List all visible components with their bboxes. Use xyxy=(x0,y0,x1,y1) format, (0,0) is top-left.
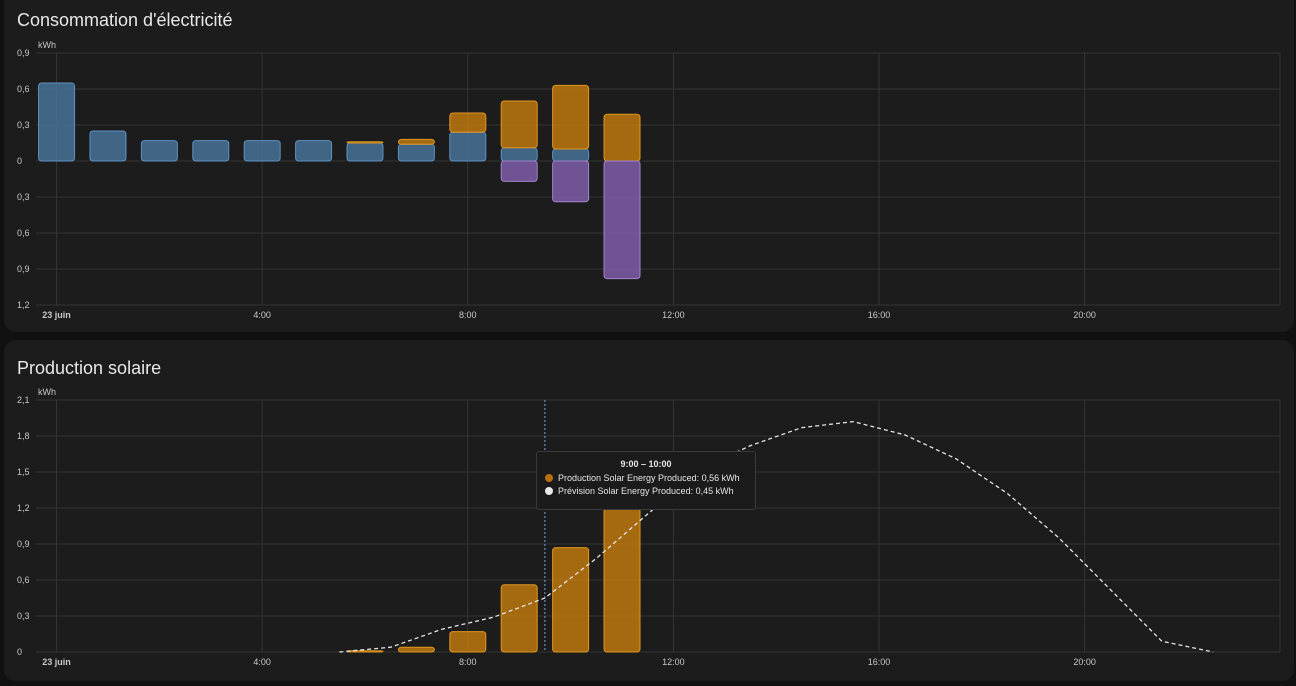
bar xyxy=(552,547,590,653)
x-tick-label: 20:00 xyxy=(1073,657,1096,667)
y-tick-label: 0,9 xyxy=(17,264,30,274)
bar xyxy=(192,140,230,162)
bar xyxy=(552,160,590,203)
tooltip-row-text: Prévision Solar Energy Produced: 0,45 kW… xyxy=(558,486,734,496)
bar xyxy=(346,650,384,653)
bar xyxy=(140,140,178,162)
bar xyxy=(449,631,487,653)
bar xyxy=(500,160,538,182)
card-title: Production solaire xyxy=(17,358,162,378)
y-tick-label: 0,6 xyxy=(17,228,30,238)
x-tick-label: 16:00 xyxy=(868,657,891,667)
y-tick-label: 0,9 xyxy=(17,539,30,549)
legend-dot-icon xyxy=(545,474,553,482)
solar-production-card: Production solaire xyxy=(4,340,1294,681)
bar xyxy=(500,584,538,653)
y-tick-label: 1,2 xyxy=(17,300,30,310)
tooltip-row: Production Solar Energy Produced: 0,56 k… xyxy=(545,473,747,483)
bar xyxy=(38,82,76,162)
chart-tooltip: 9:00 – 10:00 Production Solar Energy Pro… xyxy=(536,451,756,510)
x-tick-label: 8:00 xyxy=(459,657,477,667)
x-tick-label: 16:00 xyxy=(868,310,891,320)
y-unit-label: kWh xyxy=(38,40,56,50)
y-tick-label: 1,8 xyxy=(17,431,30,441)
y-tick-label: 0,6 xyxy=(17,84,30,94)
bar xyxy=(295,140,333,162)
x-tick-label: 4:00 xyxy=(253,657,271,667)
bar xyxy=(89,130,127,162)
forecast-line xyxy=(339,420,1214,653)
tooltip-row-text: Production Solar Energy Produced: 0,56 k… xyxy=(558,473,740,483)
x-tick-label: 12:00 xyxy=(662,310,685,320)
bar xyxy=(397,646,435,653)
y-tick-label: 2,1 xyxy=(17,395,30,405)
bar xyxy=(552,84,590,150)
bar xyxy=(603,160,641,280)
x-tick-label: 23 juin xyxy=(42,657,71,667)
x-tick-label: 4:00 xyxy=(253,310,271,320)
consumption-chart[interactable]: 0,9 0,6 0,3 0 0,3 0,6 0,9 1,2 23 juin 4:00 8:00 12:… xyxy=(0,0,1296,332)
y-tick-label: 1,5 xyxy=(17,467,30,477)
y-tick-label: 0,3 xyxy=(17,192,30,202)
legend-dot-icon xyxy=(545,487,553,495)
electricity-consumption-card: Consommation d'électricité xyxy=(4,0,1294,332)
y-tick-label: 0 xyxy=(17,647,22,657)
x-tick-label: 12:00 xyxy=(662,657,685,667)
bar xyxy=(397,138,435,145)
bar xyxy=(603,507,641,653)
bar xyxy=(500,100,538,149)
tooltip-row: Prévision Solar Energy Produced: 0,45 kW… xyxy=(545,486,747,496)
y-tick-label: 0 xyxy=(17,156,22,166)
bar xyxy=(346,141,384,144)
bar xyxy=(449,112,487,133)
bar xyxy=(243,140,281,162)
card-title: Consommation d'électricité xyxy=(17,10,233,30)
x-tick-label: 23 juin xyxy=(42,310,71,320)
y-tick-label: 0,3 xyxy=(17,611,30,621)
y-tick-label: 0,9 xyxy=(17,48,30,58)
tooltip-title: 9:00 – 10:00 xyxy=(620,459,672,469)
x-tick-label: 20:00 xyxy=(1073,310,1096,320)
x-tick-label: 8:00 xyxy=(459,310,477,320)
y-tick-label: 0,3 xyxy=(17,120,30,130)
y-unit-label: kWh xyxy=(38,387,56,397)
y-tick-label: 0,6 xyxy=(17,575,30,585)
y-tick-label: 1,2 xyxy=(17,503,30,513)
